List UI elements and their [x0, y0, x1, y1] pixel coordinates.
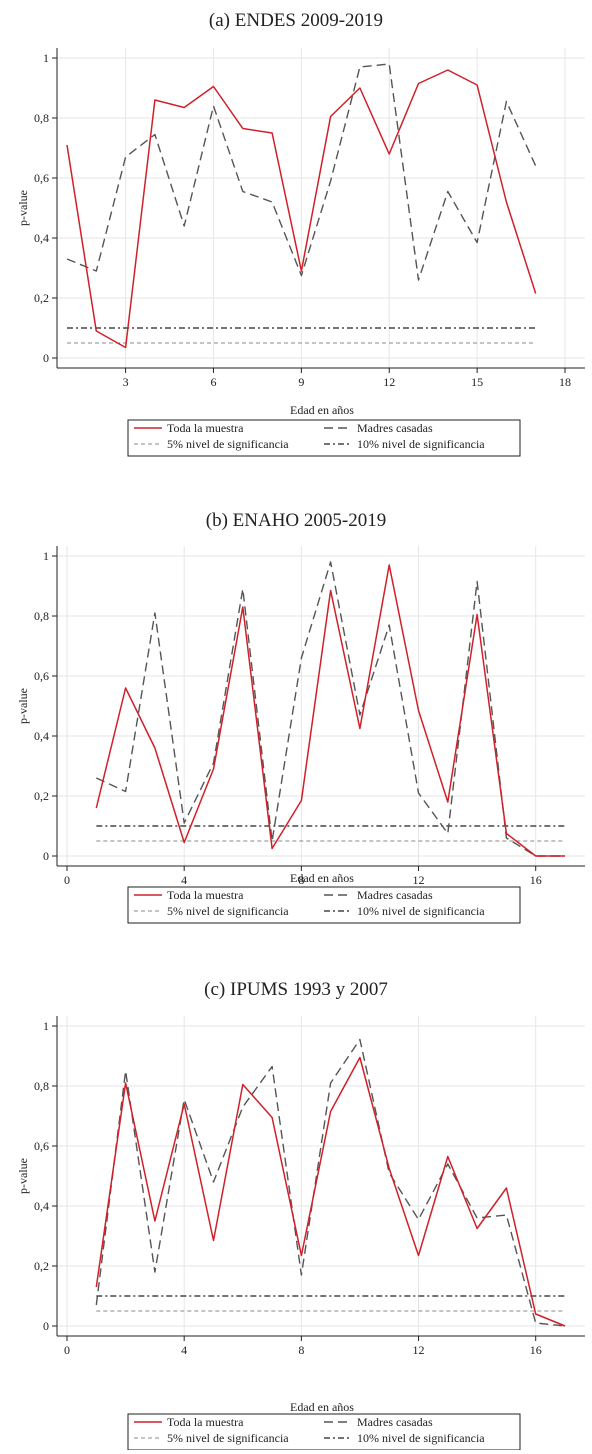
x-tick-label: 18	[559, 375, 571, 389]
x-tick-label: 4	[181, 1343, 187, 1357]
x-tick-label: 6	[210, 375, 216, 389]
x-tick-label: 4	[181, 873, 187, 887]
chart-title: (a) ENDES 2009-2019	[209, 10, 383, 31]
legend	[127, 419, 521, 457]
x-tick-label: 16	[530, 1343, 542, 1357]
y-tick-label: 0,2	[34, 291, 49, 305]
legend-label: 5% nivel de significancia	[167, 904, 289, 918]
y-tick-label: 1	[43, 51, 49, 65]
legend-label: 5% nivel de significancia	[167, 1431, 289, 1445]
series-line-1	[66, 69, 537, 349]
legend-label: 10% nivel de significancia	[357, 1431, 485, 1445]
legend-label: 10% nivel de significancia	[357, 437, 485, 451]
x-tick-label: 12	[413, 873, 425, 887]
chart-panel-2: (b) ENAHO 2005-2019 0 0,2 0,4 0,6 0,8 1 0 4 8 12 16…	[16, 510, 585, 924]
y-tick-label: 0,6	[34, 669, 49, 683]
series-line-2	[66, 63, 537, 281]
y-tick-label: 1	[43, 549, 49, 563]
chart-title: (c) IPUMS 1993 y 2007	[204, 979, 388, 1000]
legend-label: 5% nivel de significancia	[167, 437, 289, 451]
legend-label: Madres casadas	[357, 1415, 433, 1429]
legend-label: Madres casadas	[357, 421, 433, 435]
y-tick-label: 0,4	[34, 1199, 49, 1213]
legend-label: Toda la muestra	[167, 888, 244, 902]
y-tick-label: 0	[43, 1319, 49, 1333]
chart-panel-1: (a) ENDES 2009-2019 0 0,2 0,4 0,6 0,8 1 3 6 9 12 15…	[16, 10, 585, 457]
x-tick-label: 16	[530, 873, 542, 887]
legend-label: Toda la muestra	[167, 421, 244, 435]
y-tick-label: 0,2	[34, 1259, 49, 1273]
legend	[127, 1413, 521, 1451]
x-tick-label: 9	[298, 375, 304, 389]
y-tick-label: 0,8	[34, 111, 49, 125]
y-tick-label: 1	[43, 1019, 49, 1033]
legend-label: 10% nivel de significancia	[357, 904, 485, 918]
y-tick-label: 0,8	[34, 609, 49, 623]
y-tick-label: 0,8	[34, 1079, 49, 1093]
y-tick-label: 0	[43, 849, 49, 863]
y-tick-label: 0,6	[34, 1139, 49, 1153]
x-axis-label: Edad en años	[290, 403, 354, 417]
series-line-1	[95, 1056, 566, 1327]
legend-label: Madres casadas	[357, 888, 433, 902]
x-axis-label: Edad en años	[290, 871, 354, 885]
y-axis-label: p-value	[16, 1158, 30, 1194]
y-tick-label: 0	[43, 351, 49, 365]
legend-label: Toda la muestra	[167, 1415, 244, 1429]
series-line-1	[95, 564, 565, 857]
x-tick-label: 12	[413, 1343, 425, 1357]
legend	[127, 886, 521, 924]
y-tick-label: 0,4	[34, 231, 49, 245]
x-axis-label: Edad en años	[290, 1400, 354, 1414]
y-tick-label: 0,4	[34, 729, 49, 743]
x-tick-label: 12	[383, 375, 395, 389]
y-axis-label: p-value	[16, 190, 30, 226]
y-tick-label: 0,2	[34, 789, 49, 803]
x-tick-label: 0	[64, 1343, 70, 1357]
x-tick-label: 15	[471, 375, 483, 389]
series-line-2	[95, 1038, 566, 1327]
chart-panel-3: (c) IPUMS 1993 y 2007 0 0,2 0,4 0,6 0,8 1 0 4 8 12…	[16, 979, 585, 1451]
x-tick-label: 8	[298, 1343, 304, 1357]
y-axis-label: p-value	[16, 688, 30, 724]
x-tick-label: 3	[123, 375, 129, 389]
x-tick-label: 8	[298, 873, 304, 887]
chart-title: (b) ENAHO 2005-2019	[206, 510, 386, 531]
y-tick-label: 0,6	[34, 171, 49, 185]
x-tick-label: 0	[64, 873, 70, 887]
series-line-2	[96, 561, 565, 857]
